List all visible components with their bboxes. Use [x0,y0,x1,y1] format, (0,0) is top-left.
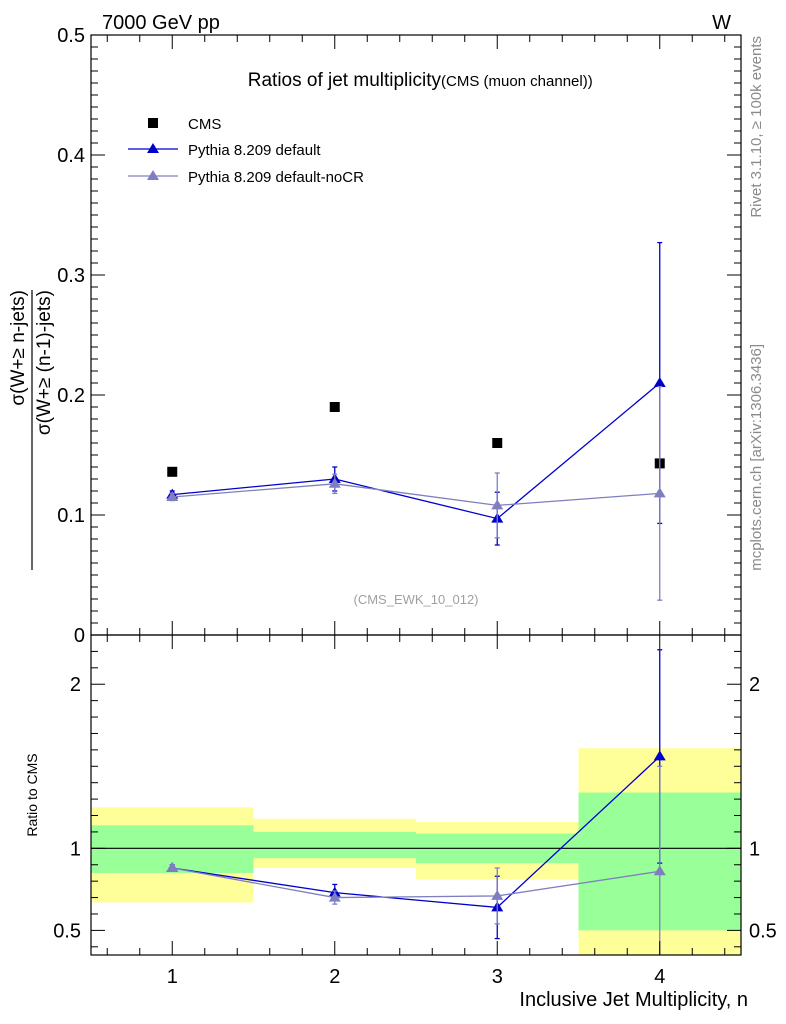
main-point-nocr [166,491,179,501]
main-ytick-label: 0.3 [57,265,85,287]
main-point-cms [492,438,503,448]
legend: CMS Pythia 8.209 default Pythia 8.209 de… [128,116,364,186]
main-point-nocr [491,499,504,510]
ratio-uncertainty-bands [91,748,741,955]
ratio-line-nocr [172,867,660,899]
main-plot-marks [166,241,666,601]
axes: 0 0.1 0.2 0.3 0.4 0.5 1 2 3 4 0.5 0.5 1 1 2 2 [53,25,777,988]
main-ytick-label: 0.5 [57,25,85,47]
rivet-label: Rivet 3.1.10, ≥ 100k events [748,36,765,218]
ratio-xtick-label: 3 [492,966,503,988]
ratio-point-nocr [166,862,179,873]
ratio-plot-frame [90,634,742,956]
ratio-line-default [172,755,661,909]
ratio-xtick-label: 1 [167,966,178,988]
legend-label-default: Pythia 8.209 default [188,142,321,159]
analysis-watermark: (CMS_EWK_10_012) [354,592,479,607]
main-ytick-label: 0 [74,625,85,647]
main-line-nocr [172,483,660,507]
legend-entry-cms: CMS [148,116,221,133]
legend-entry-default: Pythia 8.209 default [128,142,321,159]
legend-marker-cms [148,118,158,128]
ratio-point-nocr [328,891,341,902]
ratio-ytick-label: 2 [70,674,81,696]
ratio-plot-marks [166,649,666,955]
ratio-xtick-label: 4 [654,966,665,988]
main-line-default [172,382,661,520]
ratio-ytick-label: 0.5 [53,920,81,942]
ratio-ytick-label: 1 [70,838,81,860]
legend-label-nocr: Pythia 8.209 default-noCR [188,169,364,186]
legend-marker-default [147,143,159,153]
ratio-point-nocr [653,865,666,876]
ratio-point-default [653,750,666,761]
main-ytick-label: 0.2 [57,385,85,407]
ratio-ytick-label-right: 1 [749,838,760,860]
main-point-nocr [328,477,341,488]
band-inner-2 [253,831,416,859]
main-point-default [653,377,666,387]
energy-label: 7000 GeV pp [102,12,220,34]
ratio-ytick-label-right: 0.5 [749,920,777,942]
ylabel-denominator: σ(W+≥ (n-1)-jets) [34,290,55,435]
main-ytick-label: 0.4 [57,145,85,167]
ratio-xtick-label: 2 [329,966,340,988]
mcplots-label: mcplots.cern.ch [arXiv:1306.3436] [748,344,765,571]
legend-marker-nocr [147,170,159,180]
ratio-ylabel: Ratio to CMS [24,753,40,836]
main-point-nocr [653,487,666,498]
legend-entry-nocr: Pythia 8.209 default-noCR [128,169,364,186]
ratio-point-nocr [491,889,504,900]
legend-label-cms: CMS [188,116,221,133]
process-label: W [712,12,731,34]
main-title: Ratios of jet multiplicity [248,70,442,91]
main-point-cms [329,402,340,412]
ratio-xlabel: Inclusive Jet Multiplicity, n [519,989,748,1011]
main-ytick-label: 0.1 [57,505,85,527]
ratio-ytick-label-right: 2 [749,674,760,696]
ylabel-numerator: σ(W+≥ n-jets) [8,290,29,406]
main-subtitle: (CMS (muon channel)) [441,73,593,90]
main-ylabel: σ(W+≥ n-jets) σ(W+≥ (n-1)-jets) [8,290,55,570]
main-point-cms [167,466,178,477]
